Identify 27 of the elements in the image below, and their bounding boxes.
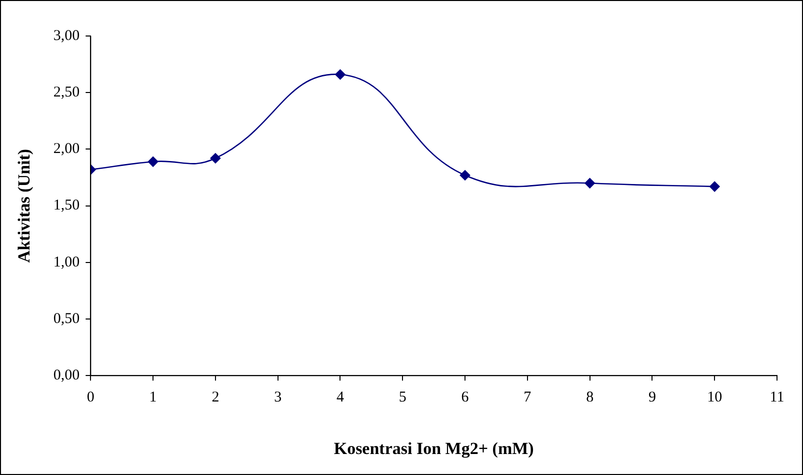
x-tick-label: 9: [648, 390, 656, 406]
x-tick-label: 1: [149, 390, 157, 406]
x-tick-label: 5: [398, 390, 406, 406]
y-tick-label: 2,50: [53, 84, 80, 101]
x-tick-label: 8: [586, 390, 594, 406]
y-tick-label: 1,00: [53, 254, 80, 270]
x-tick-label: 3: [274, 390, 282, 406]
x-tick-label: 0: [86, 390, 94, 406]
y-tick-label: 0,50: [53, 310, 80, 327]
y-tick-label: 2,00: [53, 141, 80, 158]
y-tick-label: 0,00: [53, 368, 80, 384]
x-tick-label: 11: [770, 390, 784, 406]
y-tick-label: 1,50: [53, 198, 80, 214]
point: [709, 181, 720, 192]
x-tick-label: 4: [336, 390, 344, 406]
x-tick-label: 10: [707, 390, 722, 406]
point: [335, 69, 346, 80]
point: [460, 170, 470, 180]
x-axis-title: Kosentrasi Ion Mg2+ (mM): [334, 439, 534, 458]
y-axis-title: Aktivitas (Unit): [14, 148, 34, 263]
x-tick-label: 6: [461, 390, 470, 406]
y-tick-label: 3,00: [53, 28, 80, 44]
point: [584, 178, 595, 188]
point: [210, 153, 221, 164]
x-tick-label: 7: [524, 390, 532, 406]
x-tick-label: 2: [212, 390, 220, 406]
point: [148, 156, 158, 167]
